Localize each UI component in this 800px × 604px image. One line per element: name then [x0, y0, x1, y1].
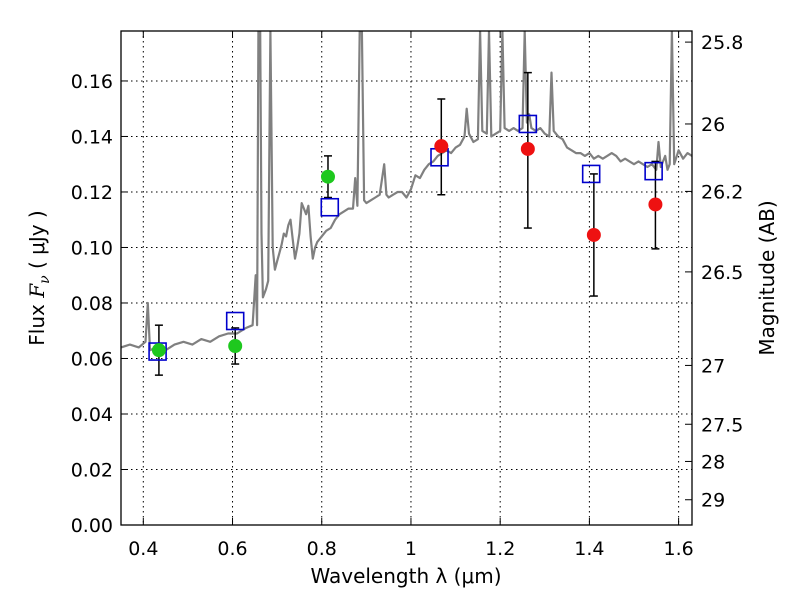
y-tick-label: 0.04 — [71, 404, 113, 426]
y-tick-label: 0.12 — [71, 182, 113, 204]
spectrum-series — [121, 31, 692, 352]
y-axis-label-suffix: ( μJy ) — [25, 210, 49, 275]
y-axis-label-subscript: ν — [37, 275, 53, 284]
model-square-marker — [581, 164, 601, 184]
y-axis-label-symbol: F — [25, 283, 49, 299]
y-axis-label: Flux Fν ( μJy ) — [25, 210, 53, 345]
y-tick-label: 0.14 — [71, 126, 113, 148]
red-data-point — [586, 227, 601, 242]
model-square-marker — [644, 161, 663, 181]
right-tick-label: 28 — [701, 451, 725, 473]
plot-frame — [120, 30, 693, 526]
x-tick-label: 0.8 — [307, 538, 337, 560]
green-data-point — [320, 169, 335, 184]
y-tick-labels: 0.00 0.02 0.04 0.06 0.08 0.10 0.12 0.14 0.16 — [71, 71, 113, 537]
x-tick-label: 1.4 — [574, 538, 604, 560]
right-tick-labels: 25.8 26 26.2 26.5 27 27.5 28 29 — [701, 32, 743, 512]
red-data-point — [520, 141, 535, 156]
y-tick-label: 0.16 — [71, 71, 113, 93]
right-tick-label: 26 — [701, 114, 725, 136]
grid — [121, 31, 692, 525]
model-square-marker — [320, 197, 340, 217]
model-square-marker — [225, 311, 245, 331]
y-axis-label-prefix: Flux — [25, 298, 49, 346]
x-tick-labels: 0.4 0.6 0.8 1 1.2 1.4 1.6 — [128, 538, 694, 560]
x-tick-label: 0.6 — [217, 538, 247, 560]
right-tick-label: 27 — [701, 355, 725, 377]
y-tick-label: 0.10 — [71, 237, 113, 259]
green-data-point — [151, 343, 166, 358]
axis-ticks — [121, 31, 692, 526]
red-data-point — [648, 197, 663, 212]
y-tick-label: 0.06 — [71, 348, 113, 370]
model-square-marker — [518, 114, 538, 134]
y-tick-label: 0.02 — [71, 459, 113, 481]
x-tick-label: 1 — [405, 538, 417, 560]
x-tick-label: 0.4 — [128, 538, 158, 560]
model-square-marker — [148, 342, 167, 361]
x-axis-label: Wavelength λ (μm) — [310, 564, 501, 588]
model-squares — [148, 114, 663, 361]
spectrum-line — [121, 31, 692, 352]
right-axis-label: Magnitude (AB) — [755, 200, 779, 355]
right-tick-label: 25.8 — [701, 32, 743, 54]
y-tick-label: 0.08 — [71, 293, 113, 315]
x-tick-label: 1.6 — [664, 538, 694, 560]
right-tick-label: 27.5 — [701, 414, 743, 436]
right-tick-label: 29 — [701, 490, 725, 512]
right-tick-label: 26.2 — [701, 181, 743, 203]
observed-points — [151, 139, 663, 358]
right-tick-label: 26.5 — [701, 262, 743, 284]
y-tick-label: 0.00 — [71, 515, 113, 537]
red-data-point — [434, 139, 449, 154]
x-tick-label: 1.2 — [485, 538, 515, 560]
green-data-point — [228, 338, 243, 353]
